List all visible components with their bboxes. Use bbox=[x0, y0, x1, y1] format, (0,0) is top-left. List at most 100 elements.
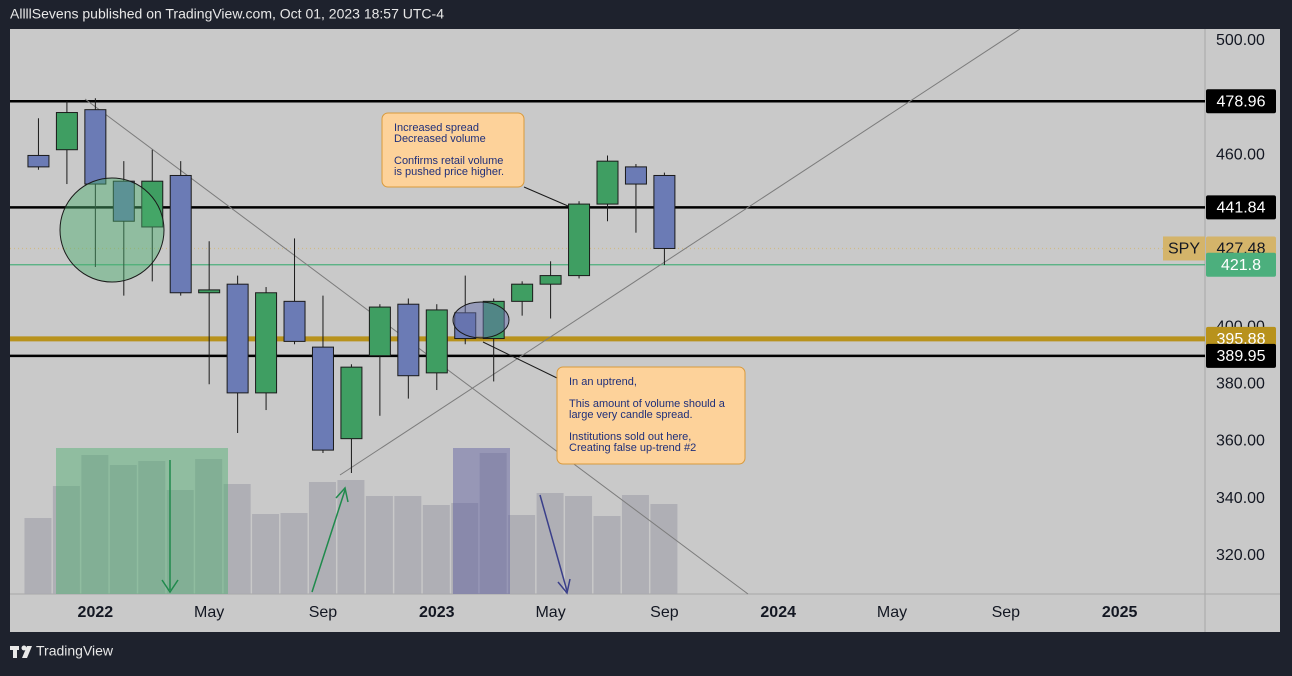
candle-body bbox=[568, 203, 591, 277]
volume-bar bbox=[195, 459, 223, 594]
x-tick-label: 2023 bbox=[419, 604, 455, 621]
candle-body bbox=[283, 300, 306, 342]
arrow-head bbox=[557, 578, 571, 595]
candle-body bbox=[340, 366, 363, 440]
volume-bar bbox=[422, 505, 450, 594]
volume-bar bbox=[138, 461, 166, 594]
annotation-text: In an uptrend, bbox=[569, 376, 637, 388]
x-tick-label: 2025 bbox=[1102, 604, 1138, 621]
candle-body bbox=[397, 303, 420, 377]
axis-layer: 500.00460.00400.00380.00360.00340.00320.… bbox=[78, 32, 1276, 621]
candle-body bbox=[55, 112, 78, 151]
candle-body bbox=[368, 306, 391, 357]
x-tick-label: May bbox=[194, 604, 224, 621]
annotation-text: Institutions sold out here, bbox=[569, 431, 691, 443]
volume-bar bbox=[81, 455, 109, 594]
x-tick-label: 2024 bbox=[760, 604, 796, 621]
candle-body bbox=[84, 109, 107, 185]
volume-bar bbox=[280, 513, 308, 594]
candle-body bbox=[226, 283, 249, 394]
y-tick-label: 460.00 bbox=[1216, 147, 1265, 164]
level-label: 389.95 bbox=[1217, 348, 1266, 365]
arrow-head bbox=[161, 579, 179, 594]
volume-bar bbox=[565, 496, 593, 594]
x-tick-label: Sep bbox=[992, 604, 1021, 621]
volume-bar bbox=[308, 482, 336, 594]
candle-body bbox=[539, 275, 562, 285]
volume-bar bbox=[621, 495, 649, 594]
candle-body bbox=[255, 292, 278, 394]
volume-bar bbox=[252, 514, 280, 594]
level-label-box bbox=[1206, 195, 1276, 220]
volume-bar bbox=[479, 453, 507, 594]
candle-body bbox=[198, 289, 221, 294]
footer-logo bbox=[10, 645, 32, 658]
annotation-text: Confirms retail volume bbox=[394, 155, 503, 167]
annotation-text: Decreased volume bbox=[394, 133, 486, 145]
annotation-box bbox=[381, 112, 525, 188]
candle-body bbox=[141, 180, 164, 228]
level-label-box bbox=[1206, 89, 1276, 114]
candle-body bbox=[511, 283, 534, 302]
highlight-box bbox=[453, 448, 510, 594]
candle-body bbox=[653, 174, 676, 249]
arrow-head bbox=[335, 486, 349, 503]
volume-bar bbox=[536, 493, 564, 594]
candle-body bbox=[112, 180, 135, 222]
volume-bar bbox=[451, 503, 479, 594]
arrow bbox=[311, 489, 346, 593]
x-tick-label: May bbox=[535, 604, 565, 621]
level-label-box bbox=[1206, 252, 1276, 277]
y-tick-label: 360.00 bbox=[1216, 433, 1265, 450]
level-label: 441.84 bbox=[1217, 200, 1266, 217]
callout-line bbox=[523, 186, 569, 207]
volume-bar bbox=[109, 465, 137, 594]
arrow bbox=[539, 494, 568, 592]
callout-line bbox=[482, 341, 558, 379]
highlight-box bbox=[56, 448, 228, 594]
candle-body bbox=[311, 346, 334, 451]
x-tick-label: Sep bbox=[650, 604, 679, 621]
volume-bar bbox=[650, 504, 678, 594]
volume-bar bbox=[394, 496, 422, 594]
volume-bar bbox=[508, 515, 536, 594]
annotation-text: large very candle spread. bbox=[569, 409, 693, 421]
level-label: 478.96 bbox=[1217, 93, 1266, 110]
annotation-text: Increased spread bbox=[394, 122, 479, 134]
volume-bar bbox=[223, 484, 251, 594]
volume-bar bbox=[593, 516, 621, 594]
level-label: 421.8 bbox=[1221, 257, 1261, 274]
candle-body bbox=[27, 154, 50, 168]
y-tick-label: 380.00 bbox=[1216, 376, 1265, 393]
footer: TradingView bbox=[36, 643, 114, 659]
candle-body bbox=[169, 174, 192, 294]
x-tick-label: 2022 bbox=[78, 604, 114, 621]
annotation-text: is pushed price higher. bbox=[394, 166, 504, 178]
volume-bar bbox=[365, 496, 393, 594]
symbol-box bbox=[1163, 236, 1205, 261]
level-label-box bbox=[1206, 343, 1276, 368]
annotation-text: Creating false up-trend #2 bbox=[569, 442, 696, 454]
volume-bar bbox=[337, 480, 365, 594]
y-tick-label: 500.00 bbox=[1216, 32, 1265, 49]
highlight-circle bbox=[59, 177, 165, 283]
y-tick-label: 320.00 bbox=[1216, 547, 1265, 564]
annotation-box bbox=[556, 366, 746, 465]
highlight-ellipse bbox=[452, 301, 510, 339]
header: AllllSevens published on TradingView.com… bbox=[10, 6, 444, 22]
annotation-text: This amount of volume should a bbox=[569, 398, 726, 410]
volume-bar bbox=[166, 490, 194, 594]
candle-body bbox=[596, 160, 619, 205]
x-tick-label: May bbox=[877, 604, 907, 621]
trend-line bbox=[339, 28, 1021, 476]
y-tick-label: 340.00 bbox=[1216, 490, 1265, 507]
candle-body bbox=[425, 309, 448, 374]
x-tick-label: Sep bbox=[309, 604, 338, 621]
volume-layer bbox=[24, 453, 678, 594]
volume-bar bbox=[52, 486, 80, 594]
volume-bar bbox=[24, 518, 52, 594]
symbol-label: SPY bbox=[1168, 241, 1200, 258]
candle-body bbox=[624, 166, 647, 185]
